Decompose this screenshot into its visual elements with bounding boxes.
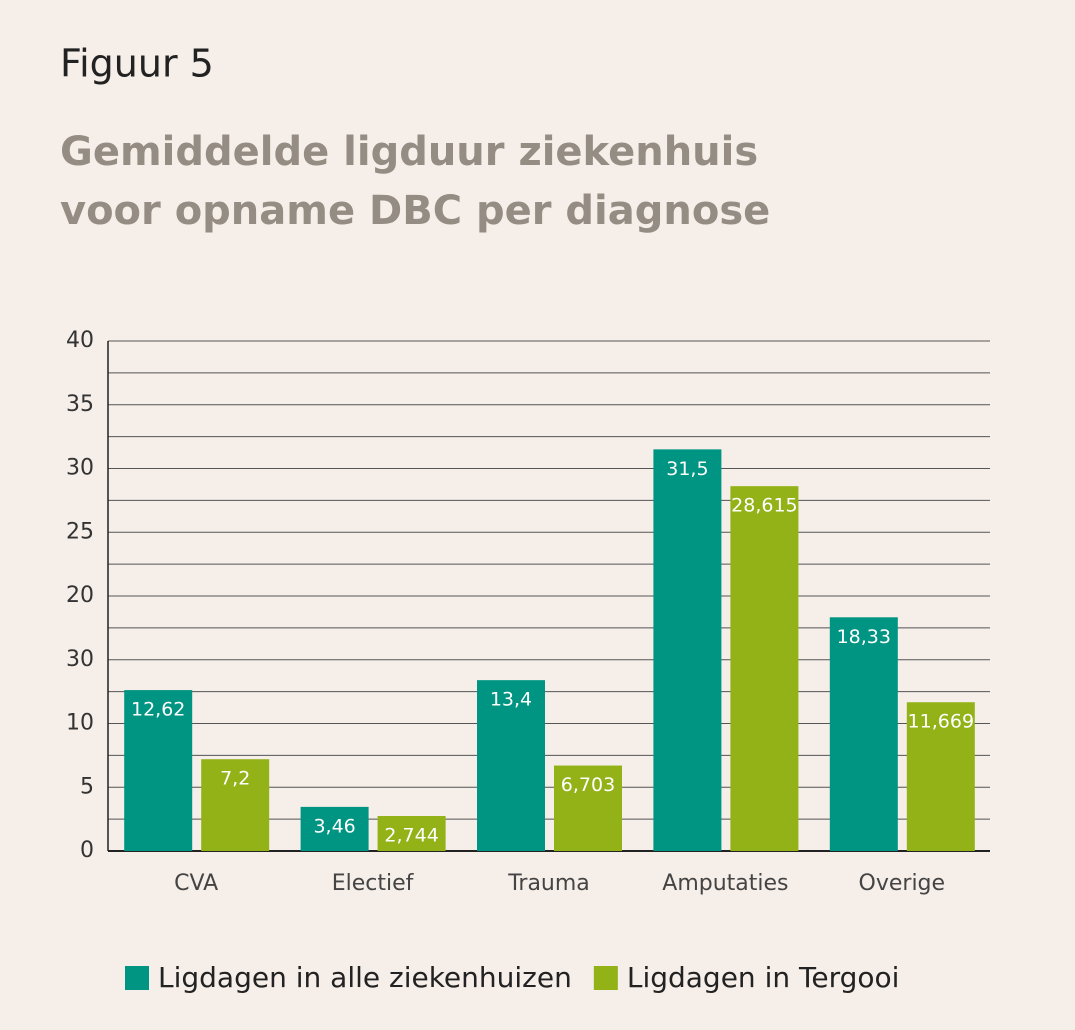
bar [300,806,369,851]
y-tick-label: 0 [80,838,94,863]
chart-title: voor opname DBC per diagnose [60,188,770,234]
bar [653,449,722,851]
value-label: 28,615 [731,495,797,517]
figure-label: Figuur 5 [60,42,214,86]
value-label: 31,5 [666,458,708,480]
chart-title: Gemiddelde ligduur ziekenhuis [60,129,758,175]
value-label: 6,703 [561,774,615,796]
legend-label: Ligdagen in Tergooi [627,961,900,994]
bar [554,765,622,851]
value-label: 13,4 [490,689,532,711]
bar [906,702,975,851]
bar [829,617,898,851]
y-tick-label: 10 [66,711,94,736]
value-label: 18,33 [837,626,891,648]
x-tick-label: Trauma [507,871,590,896]
legend-swatch [593,966,618,990]
y-tick-label: 20 [66,583,94,608]
legend-swatch [125,966,149,990]
bar [730,486,799,851]
y-tick-label: 5 [80,774,94,799]
value-label: 7,2 [220,768,250,790]
x-tick-label: Electief [332,871,415,896]
value-label: 3,46 [313,815,355,837]
legend-label: Ligdagen in alle ziekenhuizen [158,961,572,994]
y-tick-label: 30 [66,647,94,672]
bar [377,816,446,851]
x-tick-label: Amputaties [662,871,788,896]
x-tick-label: Overige [859,871,946,896]
y-tick-label: 40 [66,328,94,353]
y-tick-label: 30 [66,456,94,481]
bar [477,680,545,851]
y-tick-label: 25 [66,519,94,544]
bar [124,690,193,851]
bar [201,759,270,851]
value-label: 2,744 [384,825,438,847]
x-tick-label: CVA [174,871,218,896]
y-tick-label: 35 [66,392,94,417]
value-label: 11,669 [908,711,974,733]
value-label: 12,62 [131,699,185,721]
